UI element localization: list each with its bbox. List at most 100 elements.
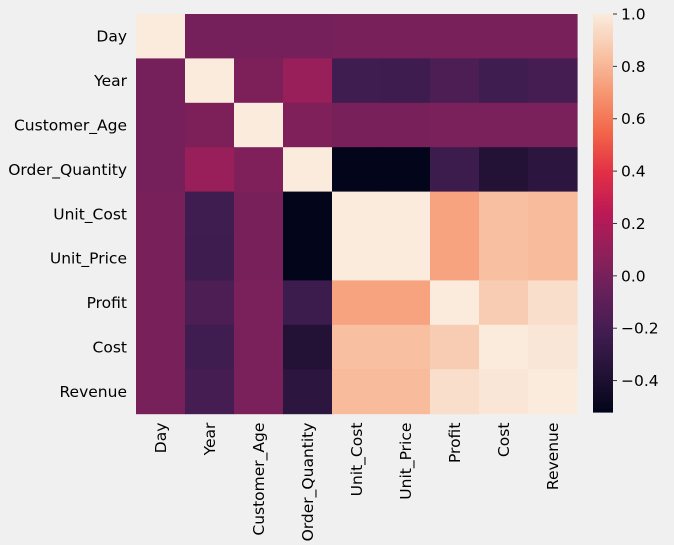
colorbar-segment: [593, 137, 613, 140]
colorbar-segment: [593, 248, 613, 252]
heatmap-cell-Cost-Revenue: [528, 324, 578, 370]
colorbar-segment: [593, 103, 613, 107]
colorbar-segment: [593, 101, 613, 105]
heatmap-cell-Revenue-Year: [185, 369, 235, 415]
colorbar-segment: [593, 111, 613, 115]
colorbar-segment: [593, 270, 613, 274]
colorbar-segment: [593, 340, 613, 343]
colorbar-segment: [593, 201, 613, 204]
heatmap-cell-Unit_Price-Revenue: [528, 236, 578, 281]
colorbar-segment: [593, 274, 613, 278]
y-tick-label: Cost: [93, 339, 127, 357]
x-tick-label: Profit: [446, 423, 464, 463]
colorbar-segment: [593, 61, 613, 65]
heatmap-cell-Revenue-Customer_Age: [234, 369, 284, 415]
colorbar-segment: [593, 47, 613, 51]
colorbar-segment: [593, 209, 613, 212]
colorbar: [593, 14, 613, 413]
colorbar-segment: [593, 234, 613, 238]
heatmap-cell-Unit_Cost-Cost: [479, 191, 529, 237]
heatmap-cell-Unit_Price-Day: [136, 236, 186, 281]
colorbar-segment: [593, 376, 613, 379]
heatmap-cell-Day-Unit_Cost: [332, 14, 382, 59]
colorbar-segment: [593, 117, 613, 121]
heatmap-cell-Order_Quantity-Profit: [430, 147, 480, 193]
colorbar-segment: [593, 224, 613, 228]
colorbar-segment: [593, 49, 613, 53]
heatmap-cell-Day-Day: [136, 14, 186, 59]
colorbar-segment: [593, 35, 613, 39]
colorbar-segment: [593, 374, 613, 377]
colorbar-segment: [593, 228, 613, 232]
heatmap-cell-Unit_Cost-Unit_Cost: [332, 191, 382, 237]
colorbar-segment: [593, 191, 613, 194]
heatmap-cell-Year-Cost: [479, 58, 529, 104]
colorbar-segment: [593, 213, 613, 216]
heatmap-cell-Order_Quantity-Customer_Age: [234, 147, 284, 193]
colorbar-tick-label: 0.4: [621, 163, 646, 181]
colorbar-segment: [593, 15, 613, 19]
colorbar-segment: [593, 187, 613, 190]
colorbar-segment: [593, 254, 613, 258]
heatmap-cell-Profit-Revenue: [528, 280, 578, 326]
heatmap-cell-Customer_Age-Unit_Price: [381, 102, 431, 148]
colorbar-segment: [593, 264, 613, 268]
y-tick-label: Unit_Price: [50, 250, 127, 269]
colorbar-segment: [593, 193, 613, 196]
colorbar-segment: [593, 386, 613, 389]
colorbar-segment: [593, 288, 613, 292]
colorbar-segment: [593, 304, 613, 308]
x-tick-label: Year: [201, 422, 219, 456]
heatmap-cell-Unit_Price-Year: [185, 236, 235, 281]
colorbar-segment: [593, 370, 613, 373]
heatmap-cells: [136, 14, 578, 415]
colorbar-segment: [593, 147, 613, 150]
heatmap-cell-Unit_Price-Cost: [479, 236, 529, 281]
heatmap-cell-Profit-Customer_Age: [234, 280, 284, 326]
heatmap-cell-Profit-Profit: [430, 280, 480, 326]
colorbar-segment: [593, 133, 613, 136]
colorbar-segment: [593, 43, 613, 47]
colorbar-segment: [593, 153, 613, 156]
colorbar-tick-label: 0.0: [621, 267, 646, 285]
colorbar-segment: [593, 135, 613, 138]
colorbar-segment: [593, 65, 613, 69]
colorbar-segment: [593, 380, 613, 383]
colorbar-segment: [593, 358, 613, 361]
colorbar-segment: [593, 75, 613, 79]
colorbar-segment: [593, 151, 613, 154]
colorbar-segment: [593, 141, 613, 144]
colorbar-segment: [593, 320, 613, 324]
colorbar-segment: [593, 87, 613, 91]
heatmap-cell-Day-Order_Quantity: [283, 14, 333, 59]
heatmap-cell-Customer_Age-Day: [136, 102, 186, 148]
heatmap-cell-Unit_Price-Unit_Cost: [332, 236, 382, 281]
heatmap-cell-Cost-Customer_Age: [234, 324, 284, 370]
colorbar-segment: [593, 302, 613, 306]
heatmap-cell-Cost-Profit: [430, 324, 480, 370]
colorbar-segment: [593, 89, 613, 93]
y-tick-label: Profit: [87, 294, 127, 312]
colorbar-segment: [593, 81, 613, 85]
colorbar-segment: [593, 19, 613, 23]
colorbar-segment: [593, 27, 613, 31]
colorbar-segment: [593, 145, 613, 148]
colorbar-segment: [593, 91, 613, 95]
colorbar-segment: [593, 284, 613, 288]
heatmap-cell-Day-Unit_Price: [381, 14, 431, 59]
colorbar-segment: [593, 121, 613, 125]
colorbar-segment: [593, 29, 613, 33]
colorbar-segment: [593, 41, 613, 45]
colorbar-segment: [593, 220, 613, 224]
colorbar-segment: [593, 368, 613, 371]
colorbar-segment: [593, 392, 613, 395]
colorbar-segment: [593, 218, 613, 222]
colorbar-segment: [593, 360, 613, 363]
colorbar-segment: [593, 390, 613, 393]
colorbar-segment: [593, 175, 613, 178]
colorbar-segment: [593, 378, 613, 381]
colorbar-segment: [593, 129, 613, 133]
x-tick-label: Unit_Cost: [348, 423, 367, 497]
colorbar-segment: [593, 350, 613, 353]
